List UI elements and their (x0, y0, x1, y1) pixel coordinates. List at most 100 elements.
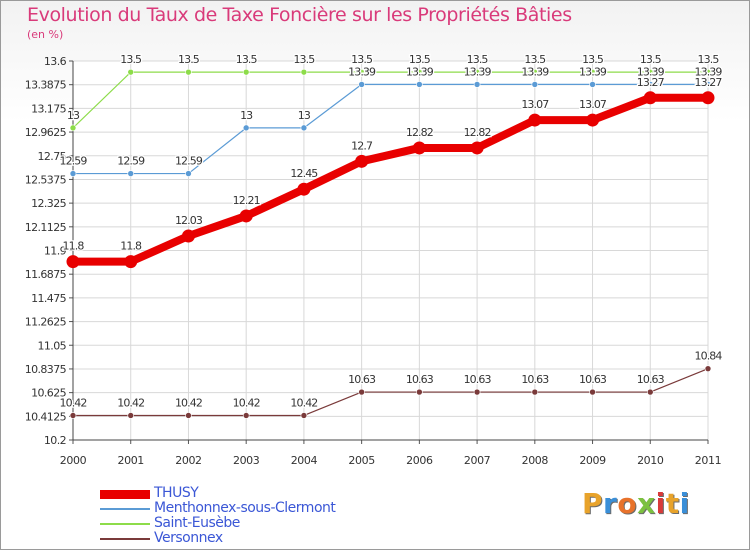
x-tick-label: 2004 (291, 454, 318, 467)
data-label: 13.39 (521, 65, 549, 78)
y-tick-label: 12.325 (31, 197, 66, 210)
x-tick-label: 2000 (60, 454, 87, 467)
data-point (185, 170, 192, 177)
data-label: 12.59 (60, 155, 88, 168)
data-label: 13.07 (579, 98, 607, 111)
y-tick-label: 12.75 (38, 150, 67, 163)
data-point (69, 170, 77, 177)
data-point (355, 154, 369, 168)
data-label: 13 (67, 109, 80, 122)
data-point (127, 412, 135, 419)
data-point (528, 113, 542, 127)
data-label: 13.5 (524, 53, 546, 66)
data-point (185, 68, 192, 76)
x-tick-label: 2007 (464, 454, 491, 467)
data-label: 13.5 (698, 53, 720, 66)
data-label: 13.5 (293, 53, 315, 66)
data-label: 13.27 (695, 76, 723, 89)
y-tick-label: 10.2 (44, 434, 66, 447)
data-label: 13.5 (236, 53, 258, 66)
data-point (124, 255, 138, 269)
data-label: 11.8 (120, 240, 142, 253)
data-label: 12.59 (117, 155, 145, 168)
chart-legend: THUSY Menthonnex-sous-Clermont Saint-Eusèb… (100, 485, 420, 546)
data-label: 12.03 (175, 214, 203, 227)
data-point (589, 81, 596, 88)
data-point (589, 68, 596, 76)
y-tick-label: 11.475 (31, 292, 66, 305)
data-point (358, 388, 365, 396)
data-point (185, 412, 192, 419)
data-label: 10.42 (233, 396, 260, 409)
data-label: 12.59 (175, 155, 203, 168)
data-label: 13.5 (351, 53, 373, 66)
y-tick-label: 13.175 (31, 102, 66, 115)
data-label: 11.8 (63, 240, 85, 253)
data-point (531, 388, 539, 396)
data-label: 13 (240, 109, 253, 122)
data-point (531, 68, 539, 76)
data-label: 13.07 (521, 98, 549, 111)
data-label: 10.42 (60, 396, 87, 409)
data-point (69, 412, 77, 419)
data-point (704, 365, 712, 372)
data-point (358, 81, 365, 88)
data-label: 13.39 (579, 65, 607, 78)
data-label: 12.82 (406, 126, 433, 139)
data-label: 10.63 (521, 373, 549, 386)
x-tick-label: 2001 (118, 454, 144, 467)
data-label: 13.5 (640, 53, 662, 66)
y-tick-label: 13.3875 (25, 79, 67, 92)
y-tick-label: 11.6875 (25, 268, 67, 281)
data-label: 10.63 (406, 373, 434, 386)
data-point (242, 412, 250, 419)
legend-label: Saint-Eusèbe (154, 515, 240, 531)
data-label: 12.7 (351, 139, 373, 152)
data-point (300, 124, 308, 132)
series-line-thusy (73, 93, 708, 266)
y-tick-label: 12.9625 (25, 126, 67, 139)
data-point (242, 124, 250, 132)
y-tick-label: 11.05 (38, 339, 67, 352)
data-point (416, 68, 423, 76)
data-label: 10.42 (117, 396, 144, 409)
data-label: 13 (298, 109, 311, 122)
data-point (473, 68, 481, 76)
data-point (643, 91, 657, 105)
data-point (127, 170, 135, 177)
legend-label: Menthonnex-sous-Clermont (154, 500, 336, 516)
legend-label: Versonnex (154, 530, 223, 546)
x-tick-label: 2009 (579, 454, 606, 467)
data-point (69, 124, 77, 132)
y-tick-label: 10.8375 (25, 363, 67, 376)
data-point (239, 209, 253, 223)
y-tick-label: 10.4125 (25, 410, 67, 423)
data-point (66, 255, 80, 269)
data-point (701, 91, 715, 105)
legend-swatch (100, 508, 150, 510)
data-label: 10.42 (290, 396, 317, 409)
legend-label: THUSY (154, 485, 199, 501)
data-point (297, 182, 311, 196)
legend-swatch (100, 538, 150, 540)
data-label: 13.5 (467, 53, 489, 66)
unit-label: (en %) (27, 28, 64, 41)
data-point (646, 68, 654, 76)
data-label: 13.39 (695, 65, 723, 78)
data-label: 13.5 (120, 53, 142, 66)
y-tick-label: 12.5375 (25, 173, 67, 186)
data-label: 10.63 (348, 373, 376, 386)
data-point (181, 229, 195, 243)
data-label: 12.21 (233, 194, 260, 207)
series-line-versonnex (73, 368, 709, 417)
data-label: 12.82 (464, 126, 491, 139)
data-label: 10.63 (464, 373, 492, 386)
series-line-menthonnex-sous-clermont (73, 83, 708, 175)
data-label: 12.45 (290, 167, 318, 180)
data-point (586, 113, 600, 127)
data-point (531, 81, 539, 88)
chart-title: Evolution du Taux de Taxe Foncière sur l… (27, 4, 572, 26)
data-point (300, 412, 308, 419)
data-point (473, 81, 481, 88)
data-label: 13.39 (406, 65, 434, 78)
